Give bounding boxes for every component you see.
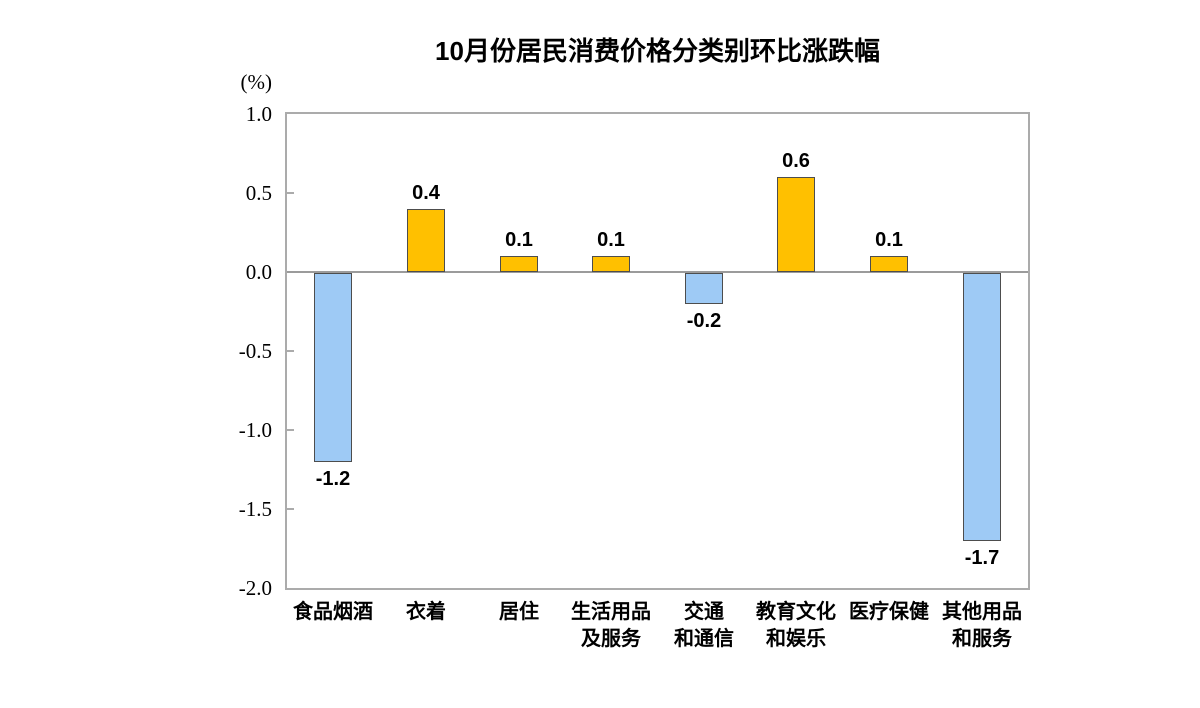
x-category-label: 其他用品 和服务: [942, 601, 1022, 650]
bar: [592, 256, 630, 272]
y-tick-label: 0.5: [245, 181, 272, 205]
bar: [407, 209, 445, 272]
bar-value-label: -0.2: [686, 310, 722, 332]
chart-title: 10月份居民消费价格分类别环比涨跌幅: [435, 36, 880, 66]
bar: [963, 273, 1001, 541]
x-category-label: 衣着: [406, 601, 446, 623]
x-category-label: 交通 和通信: [674, 601, 734, 650]
bar-value-label: 0.6: [782, 150, 810, 172]
x-category-label: 医疗保健: [849, 601, 929, 623]
y-tick-label: -2.0: [238, 576, 272, 600]
x-category-label: 食品烟酒: [293, 601, 373, 623]
bar-value-label: 0.1: [597, 229, 625, 251]
bar-value-label: -1.2: [315, 468, 351, 490]
x-category-label: 居住: [499, 601, 539, 623]
bar-value-label: 0.1: [505, 229, 533, 251]
y-tick-mark: [287, 429, 294, 431]
bar: [314, 273, 352, 462]
bar-value-label: -1.7: [964, 547, 1000, 569]
x-category-label: 生活用品 及服务: [571, 601, 651, 650]
y-tick-label: -1.0: [238, 418, 272, 442]
y-tick-label: -0.5: [238, 339, 272, 363]
y-tick-label: 0.0: [245, 260, 272, 284]
y-tick-mark: [287, 350, 294, 352]
y-tick-label: 1.0: [245, 102, 272, 126]
bar: [777, 177, 815, 272]
bar: [685, 273, 723, 304]
plot-area: [285, 112, 1030, 590]
bar: [500, 256, 538, 272]
y-axis-unit-label: (%): [240, 70, 272, 94]
bar: [870, 256, 908, 272]
y-tick-label: -1.5: [238, 497, 272, 521]
zero-axis-line: [287, 271, 1028, 273]
y-tick-mark: [287, 508, 294, 510]
x-category-label: 教育文化 和娱乐: [756, 601, 836, 650]
bar-value-label: 0.4: [412, 182, 440, 204]
bar-value-label: 0.1: [875, 229, 903, 251]
y-tick-mark: [287, 192, 294, 194]
